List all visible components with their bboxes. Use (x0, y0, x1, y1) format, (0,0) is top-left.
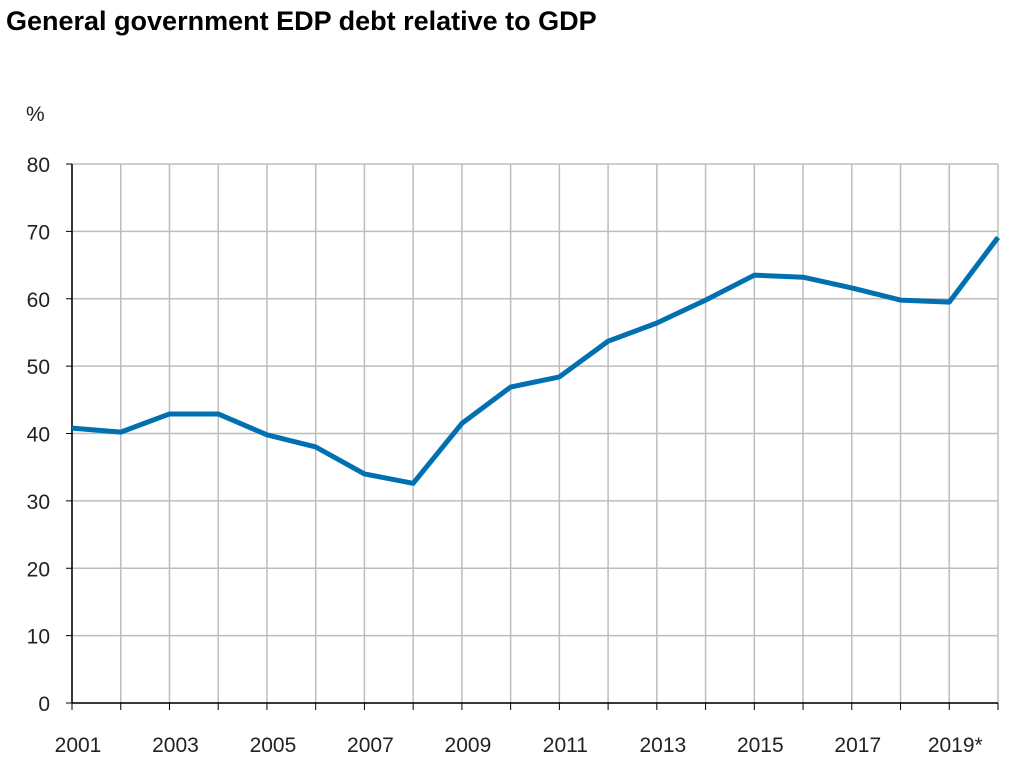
series-line (71, 235, 1000, 486)
x-tick-label: 2019* (928, 734, 983, 757)
x-tick-label: 2005 (250, 734, 297, 757)
y-tick-label: 80 (27, 154, 50, 177)
x-tick-label: 2015 (737, 734, 784, 757)
y-tick-label: 50 (27, 356, 50, 379)
y-tick-label: 60 (27, 289, 50, 312)
x-tick-label: 2003 (152, 734, 199, 757)
y-tick-label: 30 (27, 491, 50, 514)
y-tick-label: 20 (27, 558, 50, 581)
x-tick-label: 2013 (639, 734, 686, 757)
y-axis-label: % (26, 103, 45, 126)
x-tick-label: 2017 (834, 734, 881, 757)
y-tick-label: 40 (27, 424, 50, 447)
chart-title: General government EDP debt relative to … (6, 6, 597, 36)
x-tick-label: 2011 (543, 734, 588, 757)
y-tick-label: 10 (27, 626, 50, 649)
x-tick-label: 2009 (445, 734, 492, 757)
x-tick-label: 2007 (347, 734, 394, 757)
x-tick-label: 2001 (55, 734, 102, 757)
y-tick-label: 0 (38, 693, 50, 716)
y-tick-label: 70 (27, 221, 50, 244)
